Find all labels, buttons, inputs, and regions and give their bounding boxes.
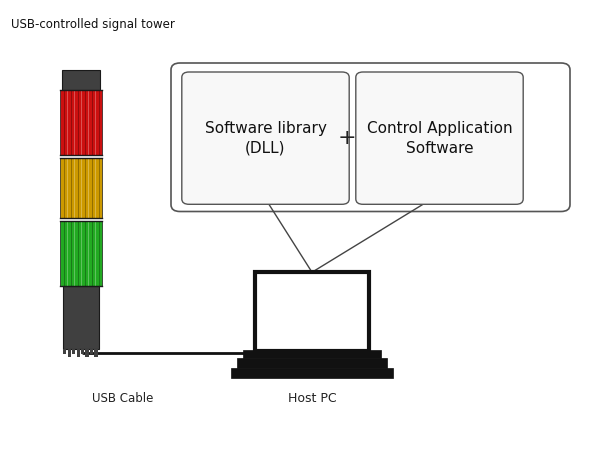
Text: +: +	[337, 128, 356, 148]
Bar	[72, 349, 75, 354]
Bar	[94, 349, 98, 357]
FancyBboxPatch shape	[356, 72, 523, 204]
Bar	[63, 349, 66, 354]
Bar	[90, 349, 93, 354]
Bar	[243, 350, 381, 358]
Bar	[255, 272, 369, 351]
Bar	[77, 349, 80, 357]
Bar	[60, 158, 102, 218]
Bar	[81, 349, 84, 354]
FancyBboxPatch shape	[171, 63, 570, 211]
Bar	[62, 70, 100, 90]
FancyBboxPatch shape	[182, 72, 349, 204]
Text: Control Application
Software: Control Application Software	[367, 121, 512, 156]
Text: Software library
(DLL): Software library (DLL)	[205, 121, 326, 156]
Bar	[231, 368, 393, 378]
Bar	[68, 349, 71, 357]
Bar	[85, 349, 89, 357]
Text: USB Cable: USB Cable	[92, 392, 154, 405]
Text: USB-controlled signal tower: USB-controlled signal tower	[11, 18, 175, 31]
Bar	[60, 90, 102, 155]
Bar	[60, 220, 102, 286]
Bar	[62, 286, 100, 349]
Text: Host PC: Host PC	[287, 392, 337, 405]
Bar	[237, 358, 387, 368]
